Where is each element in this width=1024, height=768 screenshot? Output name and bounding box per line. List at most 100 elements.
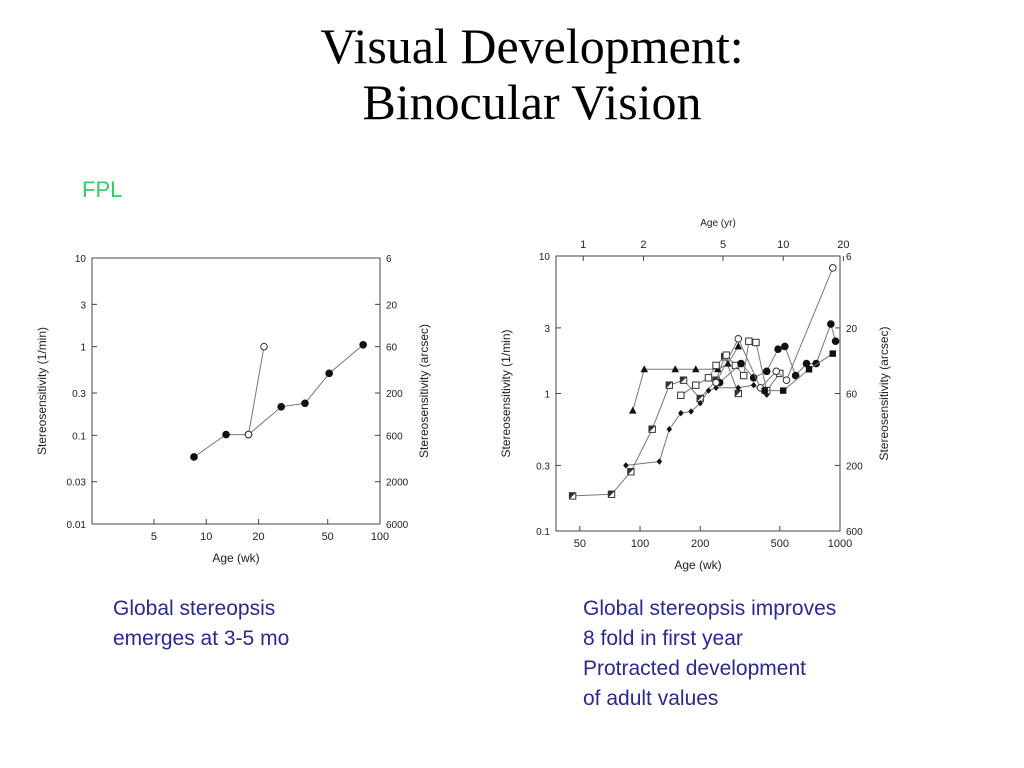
- data-point: [244, 430, 253, 439]
- y-tick-label: 0.3: [72, 389, 86, 400]
- x-tick-label: 200: [691, 538, 709, 550]
- data-point: [712, 378, 720, 387]
- caption-right-line: of adult values: [583, 687, 719, 710]
- data-series: [628, 342, 743, 414]
- data-point: [713, 384, 719, 392]
- x-top-tick-label: 5: [720, 239, 726, 251]
- data-point: [734, 342, 743, 350]
- y-tick-label: 0.01: [67, 520, 87, 531]
- data-point: [222, 430, 230, 439]
- plot-frame: [91, 257, 381, 525]
- data-series: [190, 340, 367, 461]
- data-point: [666, 426, 673, 433]
- y-right-axis-label: Stereosensitivity (arcsec): [417, 324, 431, 458]
- data-point: [678, 409, 684, 417]
- x-axis-label: Age (wk): [212, 551, 259, 565]
- series-line: [764, 353, 834, 392]
- data-point: [750, 381, 757, 389]
- data-point: [671, 365, 680, 373]
- y-tick-label: 1: [544, 390, 550, 401]
- series-line: [193, 344, 364, 458]
- x-tick-label: 100: [371, 531, 389, 543]
- data-series: [761, 350, 836, 394]
- y-tick-label: 0.1: [536, 527, 550, 538]
- y-right-tick-label: 200: [386, 389, 403, 400]
- y-axis-label: Stereosensitivity (1/min): [499, 329, 513, 457]
- data-point: [780, 387, 787, 394]
- x-top-tick-label: 10: [777, 239, 789, 251]
- x-top-tick-label: 1: [580, 239, 586, 251]
- left-stereo-chart: 5 10 20 50 100 10 6 3 20 1 60 0.3 200 0.1 600 0.03 2000 0…: [35, 254, 431, 565]
- data-point: [805, 366, 813, 373]
- x-tick-label: 1000: [828, 538, 852, 550]
- data-point: [260, 342, 268, 351]
- data-point: [762, 367, 771, 376]
- data-point: [782, 376, 791, 384]
- series-line: [572, 355, 739, 497]
- y-tick-label: 10: [539, 252, 551, 263]
- data-point: [190, 453, 198, 461]
- x-tick-label: 20: [252, 531, 264, 543]
- y-tick-label: 1: [80, 343, 86, 354]
- caption-right-line: 8 fold in first year: [583, 627, 743, 650]
- y-right-tick-label: 6000: [386, 520, 409, 531]
- title-line-2: Binocular Vision: [362, 74, 702, 130]
- data-point: [828, 264, 837, 272]
- right-stereo-chart: 50 100 200 500 1000 10 6 3 20 1 60 0.3 200 0.1 600 1 2 5 1…: [499, 218, 891, 572]
- data-point: [623, 462, 629, 469]
- y-right-tick-label: 6: [386, 254, 392, 265]
- data-point: [628, 406, 637, 414]
- x-tick-label: 100: [631, 538, 649, 550]
- y-right-tick-label: 60: [386, 343, 398, 354]
- slide-title: Visual Development: Binocular Vision: [0, 18, 1024, 130]
- data-point: [737, 359, 745, 368]
- x-tick-label: 5: [151, 531, 157, 543]
- y-right-axis-label: Stereosensitivity (arcsec): [877, 326, 891, 460]
- x-tick-label: 50: [322, 531, 334, 543]
- y-right-tick-label: 20: [386, 300, 398, 311]
- y-tick-label: 3: [544, 324, 550, 335]
- data-point-fill: [666, 381, 673, 389]
- x-tick-label: 10: [200, 531, 212, 543]
- data-point: [745, 337, 753, 345]
- data-point: [781, 342, 789, 351]
- data-point: [656, 458, 663, 465]
- caption-left-line: emerges at 3-5 mo: [113, 627, 290, 650]
- data-point: [752, 338, 760, 347]
- caption-left-line: Global stereopsis: [113, 597, 276, 620]
- x-axis-label: Age (wk): [674, 558, 721, 572]
- x-top-tick-label: 2: [640, 239, 646, 251]
- data-point: [724, 359, 732, 367]
- data-point: [277, 402, 286, 411]
- data-point: [691, 365, 700, 373]
- x-tick-label: 500: [771, 538, 789, 550]
- method-label: FPL: [82, 177, 123, 202]
- y-right-tick-label: 6: [846, 252, 852, 263]
- data-point: [827, 320, 835, 328]
- x-top-axis-label: Age (yr): [700, 218, 736, 229]
- series-line: [248, 346, 265, 435]
- y-tick-label: 3: [80, 300, 86, 311]
- data-point: [688, 408, 694, 415]
- data-point: [640, 365, 649, 373]
- y-tick-label: 0.3: [536, 461, 550, 472]
- data-point: [325, 369, 333, 378]
- y-right-tick-label: 60: [846, 390, 858, 401]
- caption-left: Global stereopsis emerges at 3-5 mo: [113, 594, 289, 654]
- data-series: [568, 353, 742, 500]
- data-series: [244, 342, 268, 439]
- data-series: [712, 264, 837, 392]
- data-point: [734, 334, 743, 343]
- data-point: [772, 367, 781, 376]
- y-tick-label: 0.1: [72, 431, 86, 442]
- data-point: [359, 340, 367, 349]
- x-tick-label: 50: [574, 538, 586, 550]
- data-point: [301, 399, 309, 408]
- y-right-tick-label: 2000: [386, 478, 409, 489]
- series-line: [625, 384, 767, 466]
- x-top-tick-label: 20: [837, 239, 849, 251]
- data-point: [761, 387, 768, 394]
- data-point: [791, 371, 800, 380]
- y-tick-label: 0.03: [67, 478, 87, 489]
- data-point: [774, 345, 782, 353]
